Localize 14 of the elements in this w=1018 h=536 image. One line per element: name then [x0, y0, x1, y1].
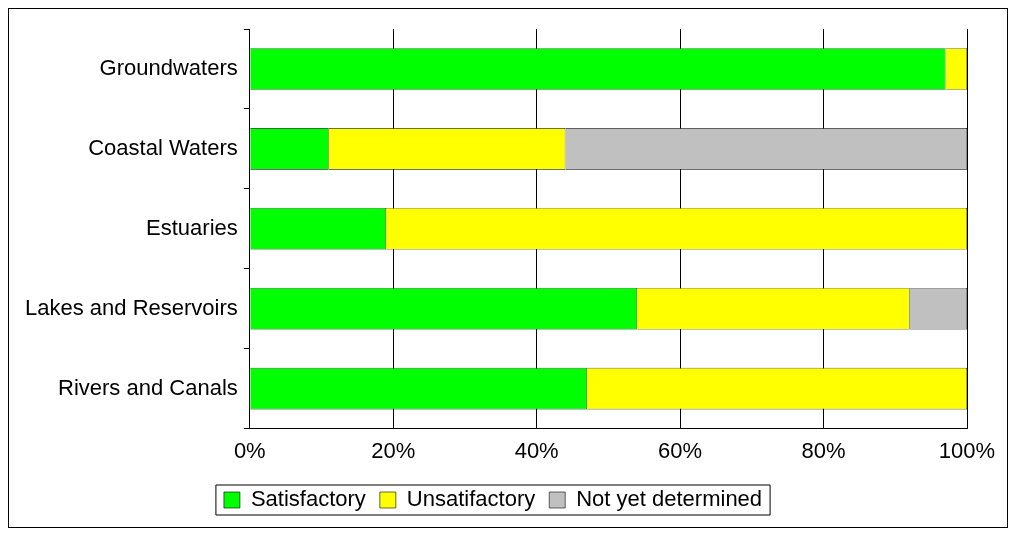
x-tick-label: 60%: [658, 437, 703, 463]
y-tick-label: Estuaries: [146, 214, 238, 240]
y-tick-label: Rivers and Canals: [58, 374, 238, 400]
y-tick-label: Groundwaters: [99, 55, 238, 81]
x-tick-label: 0%: [233, 437, 266, 463]
x-tick-label: 80%: [801, 437, 846, 463]
legend-label: Unsatifactory: [406, 486, 536, 512]
y-tick-label: Lakes and Reservoirs: [24, 294, 238, 320]
x-tick-label: 20%: [371, 437, 416, 463]
legend-label: Not yet determined: [576, 486, 763, 512]
x-tick-label: 100%: [938, 437, 996, 463]
x-tick-label: 40%: [514, 437, 559, 463]
legend-label: Satisfactory: [250, 486, 366, 512]
y-tick-label: Coastal Waters: [88, 134, 238, 160]
